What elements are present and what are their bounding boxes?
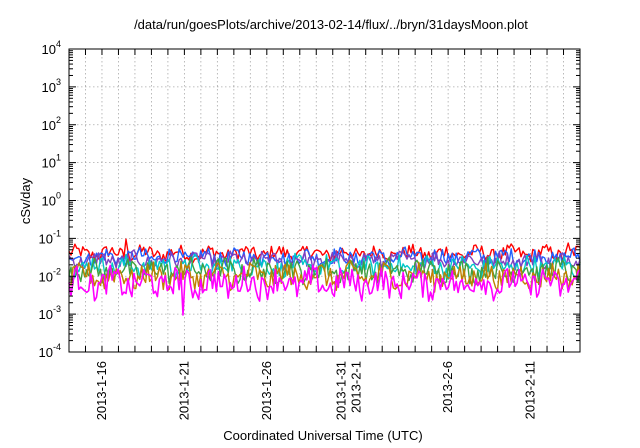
y-tick-label: 101 xyxy=(42,153,61,171)
series-line xyxy=(68,264,581,316)
y-tick-label: 102 xyxy=(42,115,61,133)
y-tick-label: 100 xyxy=(42,191,61,209)
y-tick-label: 104 xyxy=(42,39,61,57)
x-tick-label: 2013-1-21 xyxy=(176,361,191,420)
x-tick-label: 2013-1-26 xyxy=(259,361,274,420)
x-tick-label: 2013-1-31 xyxy=(334,361,349,420)
plot-grid xyxy=(69,49,580,352)
series-line xyxy=(68,246,581,268)
y-tick-label: 10-3 xyxy=(39,304,61,322)
y-axis-label: cSv/day xyxy=(18,177,33,224)
y-tick-label: 10-2 xyxy=(39,266,61,284)
x-tick-label: 2013-2-1 xyxy=(349,361,364,413)
y-tick-label: 10-4 xyxy=(39,342,61,360)
series-line xyxy=(68,259,581,293)
x-tick-label: 2013-1-16 xyxy=(94,361,109,420)
y-tick-label: 10-1 xyxy=(39,228,61,246)
y-ticks: 104 103 102 101 100 10-1 10-2 10-3 10-4 xyxy=(39,39,580,360)
x-tick-label: 2013-2-11 xyxy=(523,361,538,419)
x-tick-label: 2013-2-6 xyxy=(440,361,455,413)
chart-title: /data/run/goesPlots/archive/2013-02-14/f… xyxy=(134,17,528,32)
x-ticks: 2013-1-16 2013-1-21 2013-1-26 2013-1-31 2013… xyxy=(84,49,565,420)
x-axis-label: Coordinated Universal Time (UTC) xyxy=(223,428,422,443)
y-tick-label: 103 xyxy=(42,77,61,95)
plot-series xyxy=(68,238,581,316)
